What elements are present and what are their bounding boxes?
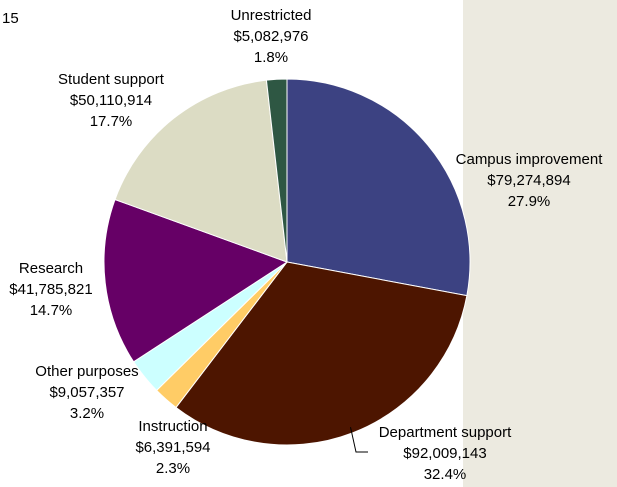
label-name-department-support: Department support [379,424,512,441]
label-percent-unrestricted: 1.8% [254,49,288,66]
label-amount-research: $41,785,821 [9,281,92,298]
label-amount-department-support: $92,009,143 [403,445,486,462]
label-amount-campus-improvement: $79,274,894 [487,172,570,189]
label-name-unrestricted: Unrestricted [231,7,312,24]
label-name-research: Research [19,260,83,277]
label-name-student-support: Student support [58,71,165,88]
slice-department-support [175,261,468,446]
label-percent-research: 14.7% [30,302,73,319]
label-name-instruction: Instruction [138,418,207,435]
slice-campus-improvement [286,78,471,297]
label-percent-department-support: 32.4% [424,466,467,483]
leader-line-department-support [350,427,368,453]
pie-slices [103,78,471,446]
label-percent-other-purposes: 3.2% [70,405,104,422]
label-amount-unrestricted: $5,082,976 [233,28,308,45]
label-name-campus-improvement: Campus improvement [456,151,604,168]
label-name-other-purposes: Other purposes [35,363,138,380]
label-amount-instruction: $6,391,594 [135,439,210,456]
corner-label: 15 [2,10,19,27]
side-panel [463,0,617,487]
label-amount-other-purposes: $9,057,357 [49,384,124,401]
slice-labels: Campus improvement $79,274,894 27.9% Depart… [9,7,603,483]
slice-research [103,198,289,363]
leader-lines [350,427,368,453]
label-percent-instruction: 2.3% [156,460,190,477]
label-amount-student-support: $50,110,914 [70,92,152,109]
slice-unrestricted [265,78,288,263]
label-percent-student-support: 17.7% [90,113,133,130]
slice-student-support [114,79,288,263]
label-percent-campus-improvement: 27.9% [508,193,551,210]
